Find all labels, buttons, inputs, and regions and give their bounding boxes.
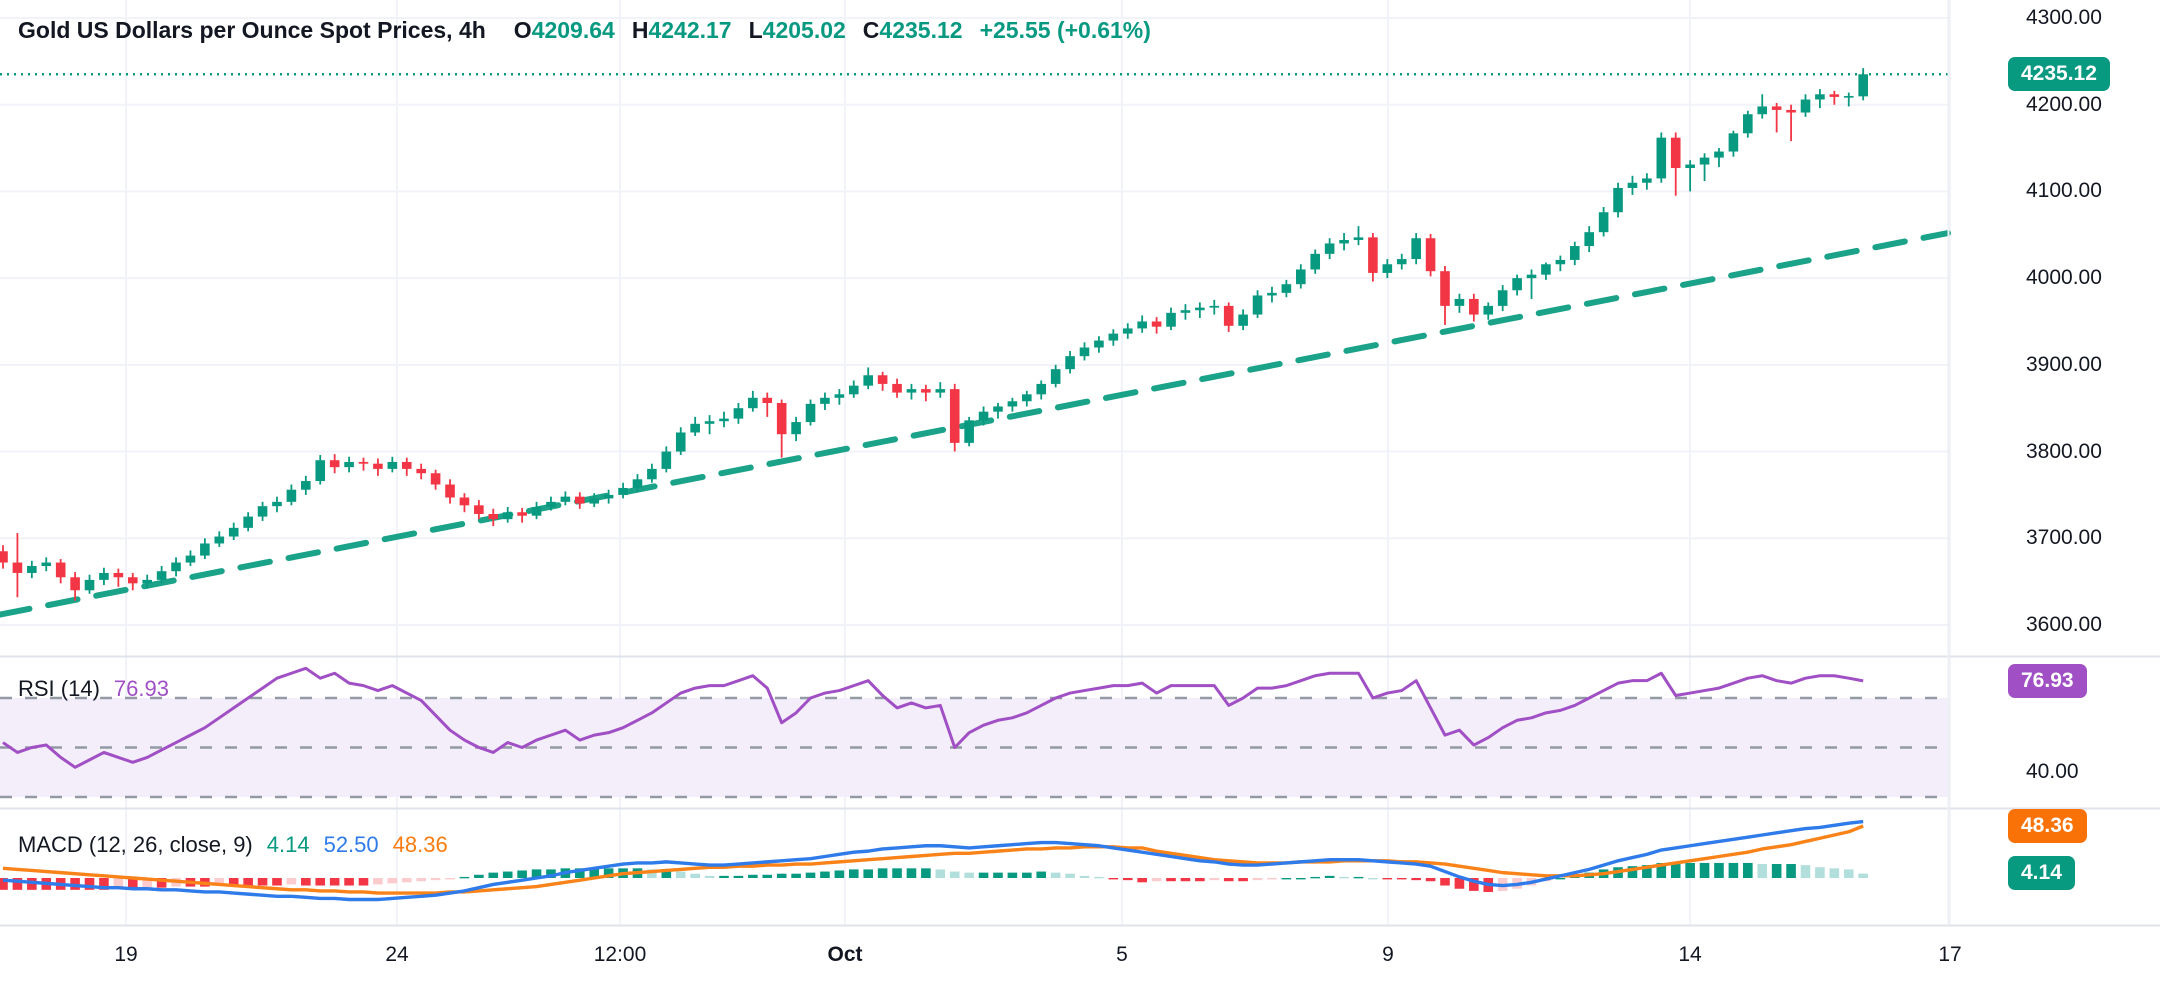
price-pane[interactable] xyxy=(0,0,1948,656)
price-axis[interactable] xyxy=(1948,0,2160,925)
time-axis[interactable] xyxy=(0,926,2160,986)
rsi-pane[interactable] xyxy=(0,657,1948,808)
macd-pane[interactable] xyxy=(0,809,1948,925)
